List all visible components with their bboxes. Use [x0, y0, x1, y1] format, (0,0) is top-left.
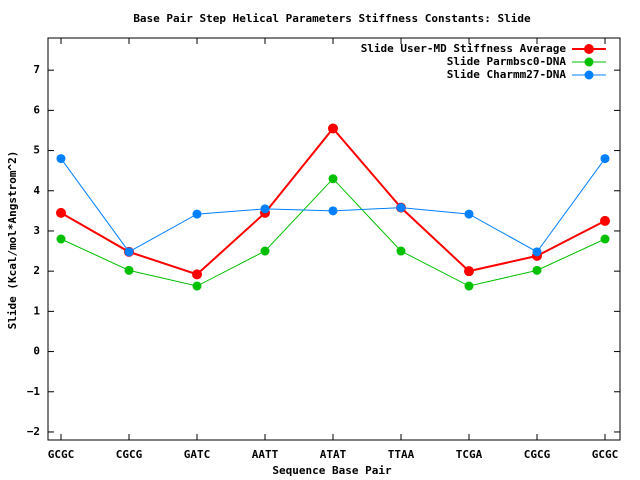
data-point	[124, 265, 134, 275]
series-line	[60, 126, 606, 276]
chart-title: Base Pair Step Helical Parameters Stiffn…	[133, 12, 531, 25]
y-tick-label: −1	[27, 385, 41, 398]
y-tick-label: 3	[33, 224, 40, 237]
data-point	[192, 209, 202, 219]
series-2	[56, 174, 610, 291]
data-point	[396, 246, 406, 256]
x-tick-label: ATAT	[320, 448, 347, 461]
data-point	[56, 234, 66, 244]
data-point	[56, 154, 66, 164]
y-tick-label: 1	[33, 304, 40, 317]
data-point	[328, 206, 338, 216]
legend-marker	[584, 44, 594, 54]
data-point	[532, 265, 542, 275]
data-point	[124, 247, 134, 257]
series-line	[60, 158, 606, 253]
data-point	[464, 266, 474, 277]
data-point	[396, 203, 406, 213]
axes: −2 −1 0 1 2 3 4 5 6 7 GCGC CGCG GATC AATT ATAT TTAA TCGA…	[27, 37, 621, 461]
series-1	[56, 123, 610, 280]
data-point	[260, 204, 270, 214]
y-tick-label: 7	[33, 63, 40, 76]
x-tick-label: GCGC	[592, 448, 619, 461]
legend-marker	[584, 70, 594, 80]
x-tick-label: AATT	[252, 448, 279, 461]
legend-label: Slide Parmbsc0-DNA	[447, 55, 567, 68]
x-tick-label: TCGA	[456, 448, 483, 461]
plot-frame	[47, 37, 621, 441]
data-point	[260, 246, 270, 256]
y-tick-label: 5	[33, 144, 40, 157]
x-tick-label: GATC	[184, 448, 211, 461]
y-tick-label: 0	[33, 345, 40, 358]
x-tick-label: CGCG	[116, 448, 143, 461]
y-axis-label: Slide (Kcal/mol*Angstrom^2)	[6, 151, 19, 330]
data-point	[192, 281, 202, 291]
x-tick-label: GCGC	[48, 448, 75, 461]
data-point	[464, 209, 474, 219]
data-point	[328, 174, 338, 184]
series-3	[56, 154, 610, 257]
data-point	[532, 247, 542, 257]
data-point	[600, 154, 610, 164]
x-tick-label: CGCG	[524, 448, 551, 461]
data-point	[600, 215, 610, 226]
legend-label: Slide Charmm27-DNA	[447, 68, 567, 81]
series-layer	[56, 123, 610, 291]
legend-marker	[584, 57, 594, 67]
series-line	[60, 177, 606, 287]
data-point	[464, 281, 474, 291]
y-tick-label: −2	[27, 425, 40, 438]
x-tick-label: TTAA	[388, 448, 415, 461]
y-tick-label: 2	[33, 264, 40, 277]
data-point	[600, 234, 610, 244]
y-tick-label: 6	[33, 103, 40, 116]
legend-label: Slide User-MD Stiffness Average	[361, 42, 567, 55]
x-axis-label: Sequence Base Pair	[272, 464, 392, 477]
y-tick-label: 4	[33, 184, 40, 197]
data-point	[56, 207, 66, 218]
data-point	[328, 123, 338, 134]
data-point	[192, 269, 202, 280]
